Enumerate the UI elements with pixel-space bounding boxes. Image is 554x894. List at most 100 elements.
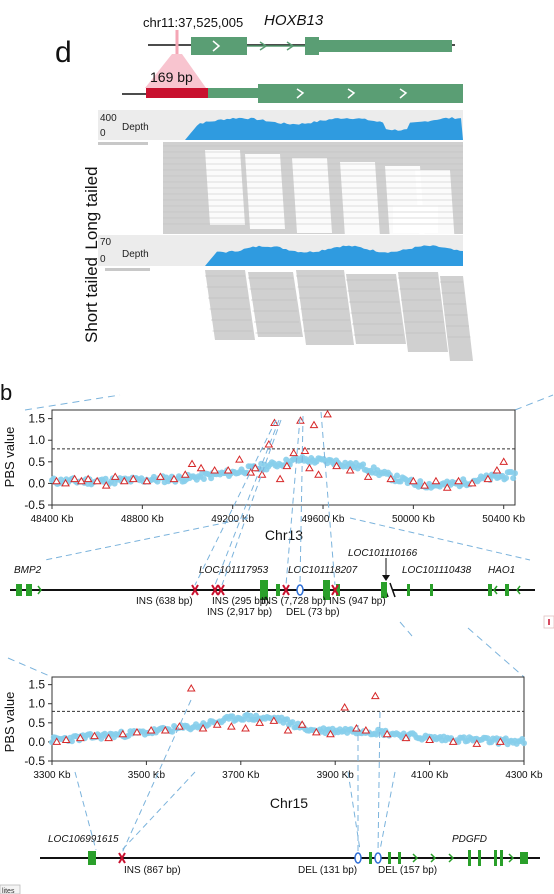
- read-stack: [205, 270, 255, 340]
- pbs-triangle-point: [448, 737, 458, 745]
- pbs-triangle-point: [146, 725, 156, 734]
- short-depth-label: Depth: [122, 249, 149, 260]
- pbs-circle-point: [360, 461, 367, 468]
- chr15-xlabel: Chr15: [270, 795, 308, 811]
- pbs-triangle-point: [257, 470, 267, 478]
- x-tick-label: 50000 Kb: [392, 514, 435, 525]
- pbs-triangle-point: [101, 481, 111, 489]
- pbs-circle-point: [521, 740, 527, 747]
- pbs-triangle-point: [75, 733, 85, 742]
- y-tick-label: 1.0: [28, 433, 45, 447]
- chr15-zoom-lines: [7, 621, 525, 678]
- panel-b-letter: b: [0, 380, 12, 405]
- x-tick-label: 3700 Kb: [222, 770, 260, 781]
- pbs-triangle-point: [104, 733, 114, 742]
- long-depth-label: Depth: [122, 122, 149, 133]
- y-tick-label: 0.5: [28, 716, 45, 730]
- pbs-triangle-point: [169, 474, 179, 483]
- pbs-triangle-point: [175, 722, 184, 730]
- y-tick-label: 1.5: [28, 678, 45, 692]
- y-tick-label: 0.0: [28, 476, 45, 490]
- pbs-triangle-point: [275, 474, 285, 483]
- read-gap: [393, 205, 438, 233]
- read-gap: [292, 158, 332, 233]
- read-stack: [346, 274, 406, 344]
- gene-loc106991615: LOC106991615: [48, 834, 119, 845]
- pbs-triangle-point: [467, 478, 477, 487]
- chr13-gene-track: BMP2 LOC101117953 LOC101118207 LOC101110…: [10, 548, 535, 618]
- chr15-ylabel: PBS value: [2, 692, 17, 753]
- read-stack: [296, 270, 354, 345]
- y-tick-label: -0.5: [24, 754, 45, 768]
- pbs-triangle-point: [264, 440, 274, 448]
- read-stack: [248, 272, 303, 337]
- pbs-triangle-point: [52, 737, 62, 745]
- pbs-triangle-point: [323, 409, 332, 418]
- pbs-triangle-point: [483, 474, 493, 483]
- hoxb13-coordinate: chr11:37,525,005: [143, 15, 243, 30]
- pbs-triangle-point: [289, 448, 299, 457]
- read-stack: [398, 272, 448, 352]
- gene-loc101117953: LOC101117953: [199, 565, 269, 576]
- connector-line: [379, 771, 396, 851]
- pbs-triangle-point: [241, 724, 250, 732]
- chr13-pbs-chart: PBS value Chr13 1.5 1.0 0.5 0.0 -0.5 48400 Kb…: [2, 409, 526, 543]
- pbs-circle-point: [111, 480, 118, 487]
- pbs-triangle-point: [361, 725, 371, 734]
- long-tailed-depth-track: 400 0 Depth: [98, 110, 463, 140]
- insertion-size-label: 169 bp: [150, 69, 193, 85]
- hoxb13-gene-label: HOXB13: [264, 12, 324, 29]
- x-tick-label: 49200 Kb: [211, 514, 254, 525]
- pbs-circle-point: [503, 475, 510, 481]
- pbs-triangle-point: [52, 476, 61, 485]
- connector-line: [74, 771, 97, 851]
- pbs-triangle-point: [142, 476, 152, 485]
- pbs-triangle-point: [314, 470, 323, 478]
- pbs-triangle-point: [250, 463, 260, 472]
- gene-loc101118207: LOC101118207: [288, 565, 358, 576]
- footer-snippet-box: lites: [0, 884, 21, 894]
- pbs-triangle-point: [340, 703, 350, 711]
- pbs-triangle-point: [382, 729, 392, 738]
- long-depth-max: 400: [100, 113, 117, 124]
- pbs-circle-point: [69, 738, 75, 745]
- variant-ins-7728: INS (7,728 bp): [261, 596, 326, 607]
- long-tailed-label: Long tailed: [82, 166, 101, 249]
- pbs-triangle-point: [186, 683, 196, 692]
- y-tick-label: 1.0: [28, 697, 45, 711]
- pbs-triangle-point: [420, 481, 430, 489]
- pbs-triangle-point: [76, 476, 86, 485]
- gene-loc101110438: LOC101110438: [402, 565, 472, 576]
- pbs-triangle-point: [118, 729, 128, 738]
- variant-del-131: DEL (131 bp): [298, 865, 357, 876]
- pbs-triangle-point: [132, 727, 142, 736]
- chr15-pbs-chart: PBS value Chr15 1.5 1.0 0.5 0.0 -0.5 3300 Kb 3…: [2, 676, 543, 811]
- pbs-triangle-point: [363, 472, 373, 480]
- variant-del-157: DEL (157 bp): [378, 865, 437, 876]
- chr13-xlabel: Chr13: [265, 527, 303, 543]
- pbs-triangle-point: [499, 457, 509, 465]
- chr13-variant-marks: [191, 584, 339, 596]
- short-tailed-label: Short tailed: [82, 257, 101, 343]
- read-gap: [245, 154, 285, 229]
- pbs-triangle-point: [425, 735, 434, 743]
- pbs-circle-point: [102, 475, 109, 482]
- pbs-circle-point: [208, 475, 215, 482]
- chr13-plot-frame: [51, 409, 516, 506]
- variant-ins-2917: INS (2,917 bp): [207, 607, 272, 618]
- read: [105, 268, 150, 271]
- connector-line: [320, 411, 336, 586]
- chr15-gene-track: LOC106991615 PDGFD INS (867 bp) DEL (131…: [40, 834, 540, 876]
- pbs-triangle-point: [370, 691, 380, 700]
- read: [98, 142, 148, 145]
- connector-line: [299, 415, 304, 586]
- pbs-triangle-point: [332, 461, 341, 470]
- pbs-triangle-point: [345, 465, 355, 474]
- pbs-triangle-point: [309, 420, 319, 429]
- connector-line: [121, 699, 192, 854]
- x-tick-label: 48800 Kb: [121, 514, 164, 525]
- gene-hao1: HAO1: [488, 565, 515, 576]
- pbs-triangle-point: [196, 463, 206, 472]
- connector-line: [194, 419, 277, 586]
- pbs-triangle-point: [326, 729, 335, 738]
